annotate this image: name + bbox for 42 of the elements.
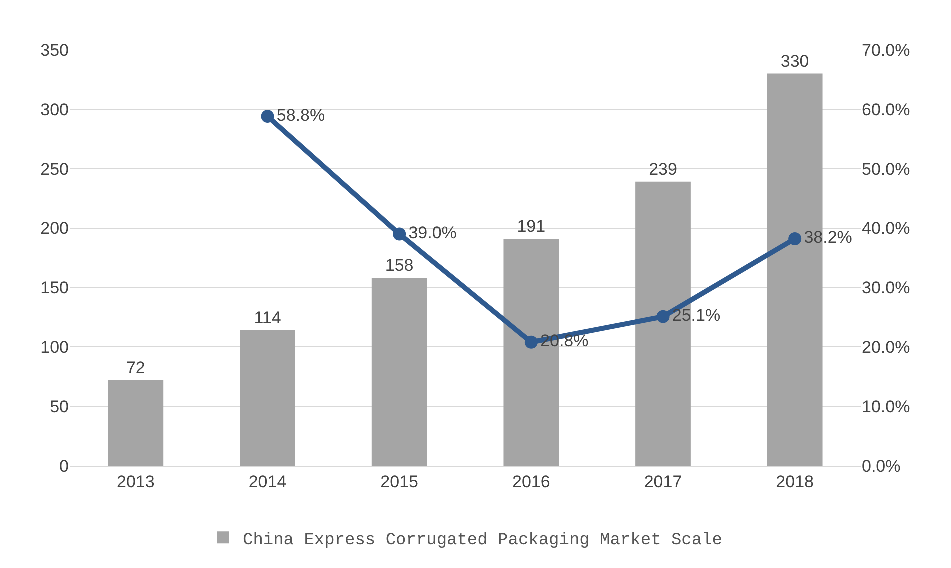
x-tick-label: 2018 xyxy=(776,472,814,492)
data-label: 58.8% xyxy=(276,106,326,125)
y2-tick-label: 20.0% xyxy=(862,338,910,358)
y-tick-label: 200 xyxy=(40,219,69,238)
y2-tick-label: 30.0% xyxy=(862,278,910,298)
x-tick-label: 2014 xyxy=(248,472,287,492)
point xyxy=(788,232,802,246)
x-tick-label: 2013 xyxy=(117,472,155,492)
y-tick-label: 0 xyxy=(60,456,69,476)
point xyxy=(393,228,406,241)
bar xyxy=(108,380,164,466)
point xyxy=(261,110,274,124)
data-label: 38.2% xyxy=(804,228,852,248)
y2-tick-label: 40.0% xyxy=(862,219,910,238)
y-tick-label: 150 xyxy=(40,278,69,298)
data-label: 114 xyxy=(254,308,282,328)
point xyxy=(524,336,538,349)
y2-tick-label: 60.0% xyxy=(862,100,910,120)
y2-tick-label: 70.0% xyxy=(862,40,910,60)
data-label: 158 xyxy=(385,256,414,276)
data-label: 72 xyxy=(126,358,146,378)
y-tick-label: 300 xyxy=(40,100,69,120)
data-label: 20.8% xyxy=(540,332,589,351)
x-tick-label: 2016 xyxy=(512,472,550,492)
data-label: 25.1% xyxy=(672,306,721,326)
y2-tick-label: 10.0% xyxy=(862,398,910,417)
legend-label: China Express Corrugated Packaging Market Scale xyxy=(243,531,722,550)
data-label: 330 xyxy=(780,52,810,71)
point xyxy=(656,310,670,324)
x-tick-label: 2015 xyxy=(380,472,418,492)
y-tick-label: 50 xyxy=(50,398,69,417)
y2-tick-label: 50.0% xyxy=(862,160,910,179)
data-label: 191 xyxy=(517,216,546,236)
y-tick-label: 250 xyxy=(40,160,69,179)
bar xyxy=(240,330,296,466)
data-label: 39.0% xyxy=(408,223,457,242)
x-tick-label: 2017 xyxy=(644,472,682,492)
data-label: 239 xyxy=(649,160,678,179)
y-tick-label: 350 xyxy=(40,40,69,60)
y-tick-label: 100 xyxy=(40,338,69,358)
y2-tick-label: 0.0% xyxy=(862,456,901,476)
bar xyxy=(372,278,428,466)
